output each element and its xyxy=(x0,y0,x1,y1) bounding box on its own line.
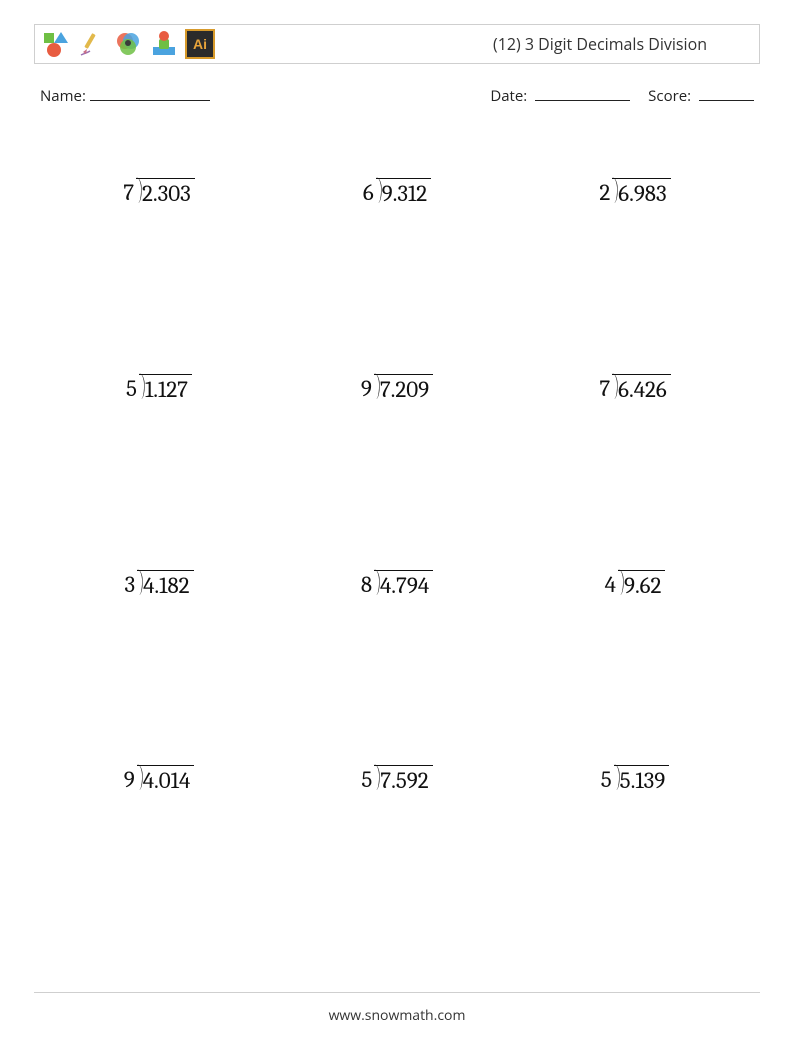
long-division-bracket: 6.983 xyxy=(612,178,670,205)
division-problem: 76.426 xyxy=(599,374,670,401)
name-field: Name: xyxy=(40,86,210,106)
long-division-bracket: 1.127 xyxy=(139,374,192,401)
division-problem: 97.209 xyxy=(361,374,433,401)
pencil-icon xyxy=(77,29,107,59)
date-field: Date: xyxy=(490,86,630,106)
name-blank[interactable] xyxy=(90,86,210,101)
header-bar: Ai (12) 3 Digit Decimals Division xyxy=(34,24,760,64)
worksheet-title: (12) 3 Digit Decimals Division xyxy=(493,33,707,55)
division-problem: 26.983 xyxy=(599,178,670,205)
date-blank[interactable] xyxy=(535,86,630,101)
long-division-bracket: 5.139 xyxy=(614,765,670,792)
problems-grid: 72.303 69.312 26.983 51.127 97.209 76.426 34.1… xyxy=(40,150,754,933)
division-problem: 84.794 xyxy=(361,570,433,597)
info-row: Name: Date: Score: xyxy=(40,86,754,106)
long-division-bracket: 6.426 xyxy=(612,374,671,401)
date-label: Date: xyxy=(490,86,527,106)
long-division-bracket: 7.209 xyxy=(374,374,433,401)
worksheet-page: Ai (12) 3 Digit Decimals Division Name: … xyxy=(0,0,794,1053)
score-label: Score: xyxy=(648,86,691,106)
dividend: 2.303 xyxy=(136,178,195,205)
header-icon-row: Ai xyxy=(41,29,215,59)
problems-area: 72.303 69.312 26.983 51.127 97.209 76.426 34.1… xyxy=(40,150,754,933)
venn-icon xyxy=(113,29,143,59)
division-problem: 49.62 xyxy=(605,570,666,597)
footer-divider xyxy=(34,992,760,993)
ai-icon: Ai xyxy=(185,29,215,59)
dividend: 9.312 xyxy=(376,178,432,205)
long-division-bracket: 7.592 xyxy=(374,765,432,792)
division-problem: 72.303 xyxy=(123,178,195,205)
name-label: Name: xyxy=(40,86,86,106)
dividend: 4.014 xyxy=(137,765,195,792)
division-problem: 69.312 xyxy=(363,178,431,205)
division-problem: 51.127 xyxy=(126,374,192,401)
division-problem: 34.182 xyxy=(124,570,193,597)
dividend: 7.592 xyxy=(374,765,432,792)
score-field: Score: xyxy=(648,86,754,106)
ai-icon-label: Ai xyxy=(193,36,207,52)
long-division-bracket: 2.303 xyxy=(136,178,195,205)
dividend: 6.426 xyxy=(612,374,671,401)
division-problem: 57.592 xyxy=(361,765,432,792)
long-division-bracket: 9.62 xyxy=(618,570,665,597)
dividend: 5.139 xyxy=(614,765,670,792)
dividend: 4.182 xyxy=(137,570,193,597)
dividend: 4.794 xyxy=(374,570,433,597)
long-division-bracket: 4.014 xyxy=(137,765,195,792)
long-division-bracket: 4.794 xyxy=(374,570,433,597)
dividend: 9.62 xyxy=(618,570,665,597)
dividend: 7.209 xyxy=(374,374,433,401)
score-blank[interactable] xyxy=(699,86,754,101)
long-division-bracket: 9.312 xyxy=(376,178,432,205)
division-problem: 94.014 xyxy=(124,765,195,792)
dividend: 6.983 xyxy=(612,178,670,205)
long-division-bracket: 4.182 xyxy=(137,570,193,597)
footer-text: www.snowmath.com xyxy=(0,1006,794,1025)
division-problem: 55.139 xyxy=(601,765,670,792)
person-icon xyxy=(149,29,179,59)
shapes-icon xyxy=(41,29,71,59)
dividend: 1.127 xyxy=(139,374,192,401)
